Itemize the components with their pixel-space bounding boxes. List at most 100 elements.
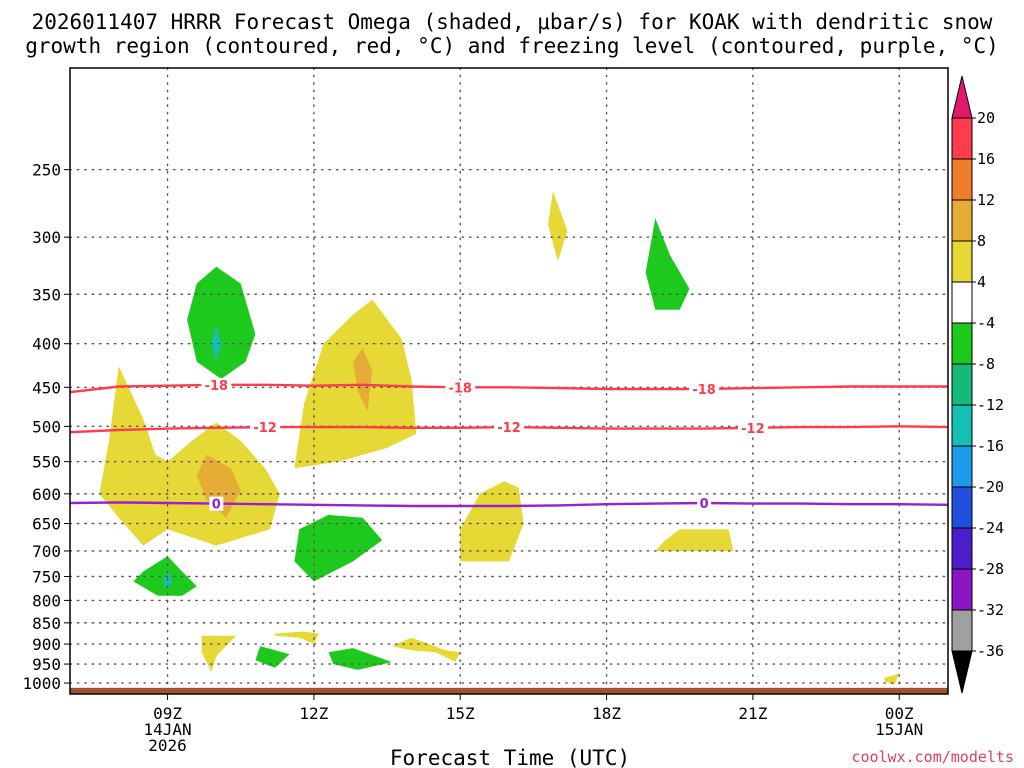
contour-label--12: -12: [253, 421, 277, 436]
colorbar-label: -28: [977, 560, 1004, 578]
contour-label-bg--18-1: [445, 380, 476, 395]
omega-region-10: [884, 673, 900, 685]
x-tick-label-09Z: 2026: [148, 736, 187, 755]
omega-region-6: [655, 529, 734, 551]
colorbar-label: -20: [977, 478, 1004, 496]
x-tick-label-00Z: 00Z: [885, 704, 914, 723]
pressure-axis: 250 300 350 400 450 500 550 600 650 700 750 800 850 9…: [22, 161, 70, 693]
colorbar-segment-5: [951, 322, 973, 365]
x-tick-label-12Z: 12Z: [299, 704, 328, 723]
omega-region-3: [352, 348, 373, 412]
chart-title-line-1: 2026011407 HRRR Forecast Omega (shaded, …: [32, 10, 993, 34]
colorbar-segment-3: [951, 240, 973, 283]
colorbar-label: -32: [977, 601, 1004, 619]
surface-band: [70, 687, 948, 694]
colorbar-label: -16: [977, 437, 1004, 455]
y-tick-label-750: 750: [32, 568, 61, 587]
colorbar-segment-2: [951, 199, 973, 242]
colorbar-label: 12: [977, 191, 995, 209]
y-tick-label-350: 350: [32, 285, 61, 304]
colorbar-label: 8: [977, 232, 986, 250]
y-tick-label-400: 400: [32, 335, 61, 354]
contour-label--12: -12: [741, 422, 765, 437]
colorbar-label: 20: [977, 109, 995, 127]
x-tick-label-00Z: 15JAN: [875, 720, 923, 739]
colorbar-label: -8: [977, 355, 995, 373]
omega-region-9: [274, 631, 319, 644]
y-tick-label-700: 700: [32, 542, 61, 561]
colorbar-label: 16: [977, 150, 995, 168]
contour-label-bg--12-0: [250, 420, 281, 435]
contour-label--18: -18: [692, 383, 716, 398]
y-tick-label-950: 950: [32, 655, 61, 674]
y-tick-label-600: 600: [32, 485, 61, 504]
omega-region-14: [294, 514, 383, 582]
colorbar-bottom-arrow: [951, 650, 973, 694]
colorbar-label: -24: [977, 519, 1004, 537]
x-tick-label-09Z: 14JAN: [143, 720, 191, 739]
omega-region-8: [201, 635, 236, 672]
omega-region-17: [255, 646, 290, 668]
omega-region-7: [391, 637, 461, 663]
colorbar-label: 4: [977, 273, 986, 291]
y-tick-label-850: 850: [32, 614, 61, 633]
colorbar-segment-9: [951, 486, 973, 529]
contour-label-bg-0-1: [697, 496, 712, 511]
contour-label--18: -18: [205, 379, 229, 394]
colorbar-segment-0: [951, 117, 973, 160]
plot-frame: [69, 67, 949, 695]
colorbar-segment-11: [951, 568, 973, 611]
temperature-contours: -18 -18 -18 -12 -12 -12 0 0: [69, 377, 949, 513]
contour-label--18: -18: [448, 381, 472, 396]
y-tick-label-250: 250: [32, 161, 61, 180]
y-tick-label-650: 650: [32, 515, 61, 534]
y-tick-label-300: 300: [32, 228, 61, 247]
surface-band-rect: [70, 687, 948, 694]
y-tick-label-800: 800: [32, 591, 61, 610]
omega-region-11: [187, 266, 256, 379]
omega-region-1: [196, 454, 241, 518]
contour-label-bg--12-2: [737, 420, 768, 435]
omega-colorbar: 20 16 12 8 4 -4 -8 -12 -16 -20 -24 -28 -32 -36: [951, 75, 1004, 694]
omega-region-18: [328, 648, 392, 670]
contour-label-bg--12-1: [494, 420, 524, 435]
colorbar-segment-7: [951, 404, 973, 447]
omega-region-15: [133, 556, 197, 596]
colorbar-label: -12: [977, 396, 1004, 414]
colorbar-segment-6: [951, 363, 973, 406]
colorbar-segment-8: [951, 445, 973, 488]
colorbar-segment-1: [951, 158, 973, 201]
x-tick-label-18Z: 18Z: [592, 704, 621, 723]
x-tick-label-09Z: 09Z: [153, 704, 182, 723]
colorbar-label: -4: [977, 314, 995, 332]
y-tick-label-550: 550: [32, 453, 61, 472]
credit-text: coolwx.com/modelts: [851, 748, 1014, 766]
dotted-grid: [69, 67, 949, 695]
contour-label-0: 0: [212, 498, 221, 513]
y-tick-label-450: 450: [32, 378, 61, 397]
y-tick-label-900: 900: [32, 635, 61, 654]
contour-label-bg--18-2: [689, 381, 720, 396]
contour-label-bg-0-0: [209, 496, 224, 511]
chart-title-line-2: growth region (contoured, red, °C) and f…: [25, 34, 999, 58]
x-axis-label: Forecast Time (UTC): [390, 746, 630, 768]
colorbar-segment-10: [951, 527, 973, 570]
contour-label-bg--18-0: [201, 377, 232, 392]
colorbar-segment-4: [951, 281, 973, 324]
y-tick-label-500: 500: [32, 417, 61, 436]
colorbar-segment-12: [951, 609, 973, 652]
colorbar-top-arrow: [951, 75, 973, 119]
omega-region-5: [548, 191, 568, 262]
contour-label--12: -12: [497, 421, 521, 436]
x-tick-label-21Z: 21Z: [738, 704, 767, 723]
omega-region-13: [645, 218, 690, 310]
omega-region-0: [99, 366, 280, 546]
colorbar-label: -36: [977, 642, 1004, 660]
y-tick-label-1000: 1000: [22, 674, 61, 693]
x-tick-label-15Z: 15Z: [446, 704, 475, 723]
omega-region-12: [211, 324, 222, 362]
omega-region-4: [460, 481, 524, 562]
contour-label-0: 0: [700, 497, 709, 512]
